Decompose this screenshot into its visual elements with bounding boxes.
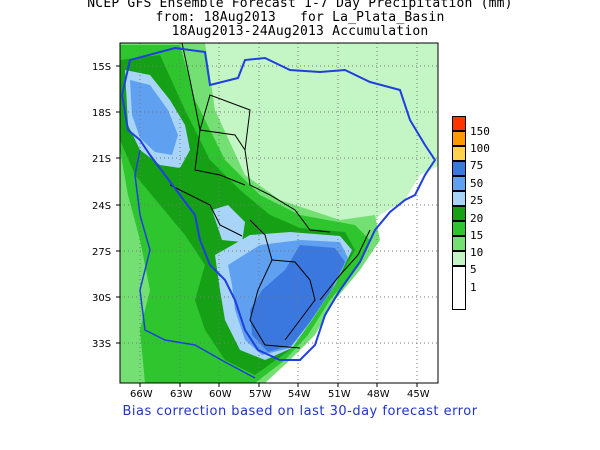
- latitude-labels: 15S 18S 21S 24S 27S 30S 33S: [92, 62, 111, 350]
- lat-label: 33S: [92, 339, 111, 350]
- legend-swatch-20: [452, 191, 466, 206]
- lon-label: 57W: [249, 389, 272, 400]
- legend-label-25: 25: [470, 194, 484, 207]
- legend-label-1: 1: [470, 281, 477, 294]
- country-borders: [169, 42, 371, 349]
- legend-label-10: 10: [470, 246, 484, 259]
- legend-label-15: 15: [470, 229, 484, 242]
- lon-label: 48W: [367, 389, 390, 400]
- lat-label: 15S: [92, 62, 111, 73]
- legend-label-20: 20: [470, 212, 484, 225]
- legend-swatch-15: [452, 206, 466, 221]
- lon-label: 60W: [209, 389, 232, 400]
- legend-label-100: 100: [470, 142, 490, 155]
- precip-contour-50mm: [250, 245, 345, 352]
- title-line-3: 18Aug2013-24Aug2013 Accumulation: [171, 24, 429, 39]
- lat-label: 18S: [92, 108, 111, 119]
- lat-label: 21S: [92, 154, 111, 165]
- lat-label: 30S: [92, 293, 111, 304]
- legend-label-75: 75: [470, 159, 484, 172]
- legend-swatch-100: [452, 131, 466, 146]
- legend-swatch-150: [452, 116, 466, 131]
- longitude-labels: 66W 63W 60W 57W 54W 51W 48W 45W: [130, 389, 430, 400]
- graticule: [120, 43, 438, 383]
- precip-contour-20mm-center: [212, 205, 245, 242]
- lon-label: 51W: [328, 389, 351, 400]
- legend-swatch-75: [452, 146, 466, 161]
- map-plot-area: [120, 43, 438, 383]
- title-line-1: NCEP GFS Ensemble Forecast 1-7 Day Preci…: [87, 0, 513, 11]
- lat-label: 27S: [92, 247, 111, 258]
- map-title: NCEP GFS Ensemble Forecast 1-7 Day Preci…: [0, 0, 600, 39]
- lon-label: 66W: [130, 389, 153, 400]
- la-plata-basin-outline: [120, 46, 437, 361]
- basin-inner-outline: [134, 149, 256, 379]
- tick-marks: [116, 65, 418, 387]
- legend-swatch-25: [452, 176, 466, 191]
- legend-label-5: 5: [470, 263, 477, 276]
- lat-label: 24S: [92, 201, 111, 212]
- legend-swatch-0: [452, 266, 466, 310]
- legend-swatch-50: [452, 161, 466, 176]
- legend-label-150: 150: [470, 125, 490, 138]
- legend-swatch-5: [452, 236, 466, 251]
- lon-label: 45W: [407, 389, 430, 400]
- legend-label-50: 50: [470, 177, 484, 190]
- lon-label: 54W: [288, 389, 311, 400]
- map-frame: [119, 42, 439, 384]
- legend-swatch-1: [452, 251, 466, 266]
- legend-swatch-10: [452, 221, 466, 236]
- bias-correction-note: Bias correction based on last 30-day for…: [122, 404, 478, 419]
- title-line-2: from: 18Aug2013 for La_Plata_Basin: [155, 10, 445, 25]
- lon-label: 63W: [170, 389, 193, 400]
